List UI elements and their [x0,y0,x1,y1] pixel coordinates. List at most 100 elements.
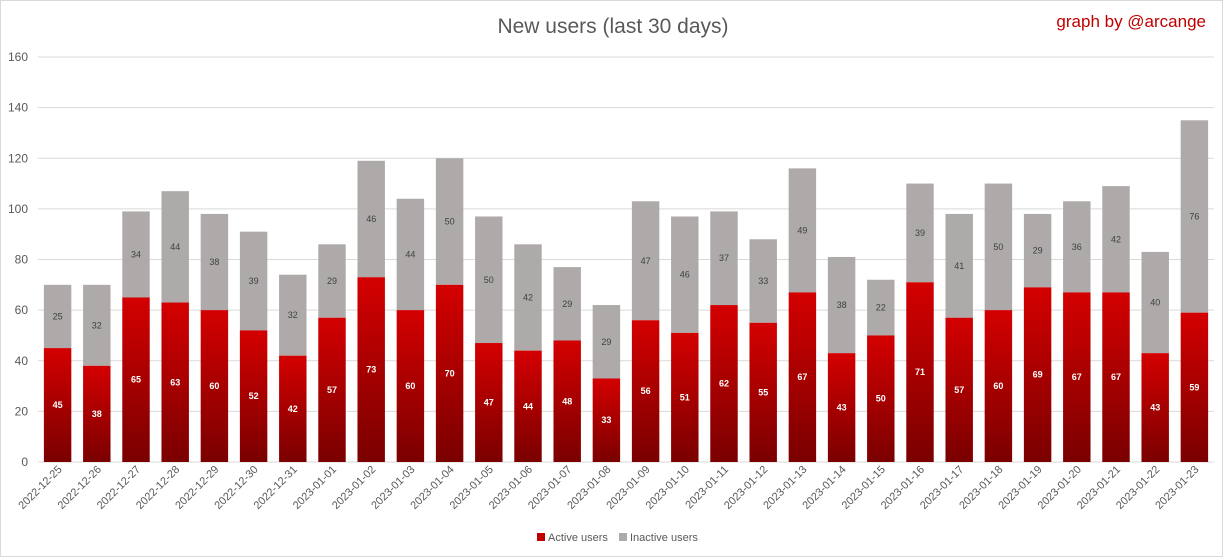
chart-title: New users (last 30 days) [497,15,728,38]
data-label-active: 43 [1150,403,1160,413]
data-label-inactive: 50 [484,275,494,285]
bar-inactive [710,211,738,306]
y-tick-label: 20 [15,404,29,418]
data-label-inactive: 37 [719,253,729,263]
bar-active [592,378,621,462]
bar-inactive [122,211,150,298]
data-label-active: 67 [797,372,807,382]
data-label-active: 60 [993,381,1003,391]
data-label-active: 65 [131,375,141,385]
bar-active [357,277,385,462]
bar-inactive [1063,201,1091,293]
bar-inactive [200,213,229,311]
bar-active [749,322,777,462]
data-label-inactive: 32 [288,310,298,320]
bar-inactive [867,279,895,336]
data-label-inactive: 39 [249,276,259,286]
legend-swatch-active [537,533,545,541]
data-label-active: 59 [1189,382,1199,392]
data-label-active: 60 [405,381,415,391]
bar-inactive [827,256,856,354]
bar-inactive [1102,186,1130,293]
y-tick-label: 40 [15,354,29,368]
data-label-inactive: 41 [954,261,964,271]
bar-active [671,332,699,462]
bar-active [514,350,542,462]
y-tick-label: 120 [8,151,28,165]
y-tick-label: 0 [21,455,28,469]
bar-active [43,348,72,462]
bar-inactive [553,267,581,341]
data-label-inactive: 39 [915,228,925,238]
legend-swatch-inactive [619,533,627,541]
data-label-inactive: 33 [758,276,768,286]
bar-active [122,297,150,462]
bar-active [827,353,856,462]
data-label-inactive: 29 [562,299,572,309]
legend-label-active: Active users [548,532,608,544]
bar-active [553,340,581,462]
y-tick-label: 160 [8,50,28,64]
legend-label-inactive: Inactive users [630,532,698,544]
y-tick-label: 60 [15,303,29,317]
bar-inactive [1141,251,1169,354]
data-label-inactive: 46 [680,270,690,280]
bar-active [161,302,189,462]
data-label-inactive: 42 [523,292,533,302]
data-label-active: 69 [1033,370,1043,380]
bar-active [200,310,229,462]
data-label-active: 67 [1072,372,1082,382]
bar-inactive [161,191,189,303]
chart-credit: graph by @arcange [1056,12,1206,31]
data-label-active: 52 [249,391,259,401]
bar-active [1102,292,1130,462]
data-label-inactive: 32 [92,320,102,330]
data-label-active: 38 [92,409,102,419]
y-tick-label: 100 [8,202,28,216]
y-tick-label: 140 [8,101,28,115]
bar-active [906,282,934,462]
legend: Active users Inactive users [537,532,698,544]
bar-inactive [396,198,425,311]
data-label-inactive: 44 [405,249,415,259]
bar-inactive [475,216,503,344]
bar-active [239,330,268,462]
bar-inactive [592,305,621,379]
bar-active [1023,287,1052,462]
data-label-active: 42 [288,404,298,414]
bar-inactive [788,168,817,293]
data-label-active: 56 [641,386,651,396]
bar-active [945,317,973,462]
y-axis-ticks: 0 20 40 60 80 100 120 140 160 [8,50,28,469]
data-label-inactive: 46 [366,214,376,224]
gridlines [38,56,1214,463]
bar-active [475,343,503,462]
data-label-inactive: 44 [170,242,180,252]
bar-inactive [945,213,973,318]
data-label-active: 71 [915,367,925,377]
data-label-active: 47 [484,398,494,408]
data-label-active: 70 [445,368,455,378]
bar-active [1063,292,1091,462]
bar-inactive [43,284,72,349]
bar-inactive [906,183,934,283]
bar-inactive [239,231,268,331]
x-axis-ticks: 2022-12-252022-12-262022-12-272022-12-28… [16,464,1201,512]
data-label-active: 62 [719,379,729,389]
bar-inactive [514,244,542,351]
data-label-active: 51 [680,392,690,402]
data-label-active: 60 [209,381,219,391]
bar-inactive [671,216,699,333]
data-label-inactive: 38 [837,300,847,310]
data-label-active: 43 [837,403,847,413]
data-label-inactive: 29 [601,337,611,347]
data-label-inactive: 50 [993,242,1003,252]
bar-inactive [279,274,307,356]
bar-active [788,292,817,462]
data-label-active: 48 [562,396,572,406]
data-label-active: 33 [601,415,611,425]
data-label-inactive: 36 [1072,242,1082,252]
bars: 45 25 38 32 65 34 63 44 60 38 52 39 42 32 57 29 73 46 60 44… [43,120,1209,462]
